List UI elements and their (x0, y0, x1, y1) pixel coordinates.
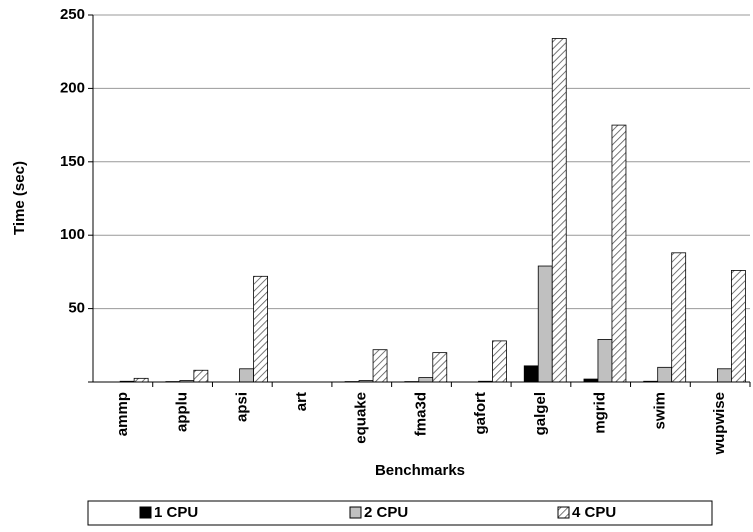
bar (672, 253, 686, 382)
bar (254, 276, 268, 382)
x-tick-label: equake (353, 392, 370, 444)
x-tick-label: mgrid (592, 392, 609, 434)
bar (552, 38, 566, 382)
bar (373, 350, 387, 382)
y-axis-title: Time (sec) (11, 161, 28, 235)
legend-label: 1 CPU (154, 504, 198, 521)
bar (598, 339, 612, 382)
x-tick-label: wupwise (711, 392, 728, 456)
y-tick-label: 250 (60, 6, 85, 23)
legend-label: 2 CPU (364, 504, 408, 521)
bar (493, 341, 507, 382)
bar (134, 378, 148, 382)
x-tick-label: galgel (532, 392, 549, 435)
y-tick-label: 100 (60, 226, 85, 243)
y-tick-label: 200 (60, 79, 85, 96)
legend-label: 4 CPU (572, 504, 616, 521)
x-tick-label: fma3d (412, 392, 429, 436)
x-tick-label: gafort (472, 392, 489, 435)
x-tick-label: ammp (114, 392, 131, 436)
x-axis-title: Benchmarks (375, 462, 465, 479)
legend-swatch (558, 507, 569, 518)
x-tick-label: applu (174, 392, 191, 432)
bar (538, 266, 552, 382)
y-tick-label: 50 (68, 300, 85, 317)
y-tick-label: 150 (60, 153, 85, 170)
bar (419, 378, 433, 382)
bar (433, 353, 447, 382)
legend-swatch (140, 507, 151, 518)
bar (658, 367, 672, 382)
bar (524, 366, 538, 382)
bar (194, 370, 208, 382)
x-tick-label: art (293, 392, 310, 411)
x-tick-label: swim (651, 392, 668, 430)
bar (717, 369, 731, 382)
bar (731, 270, 745, 382)
x-tick-label: apsi (233, 392, 250, 422)
legend-swatch (350, 507, 361, 518)
bar (612, 125, 626, 382)
bar (240, 369, 254, 382)
